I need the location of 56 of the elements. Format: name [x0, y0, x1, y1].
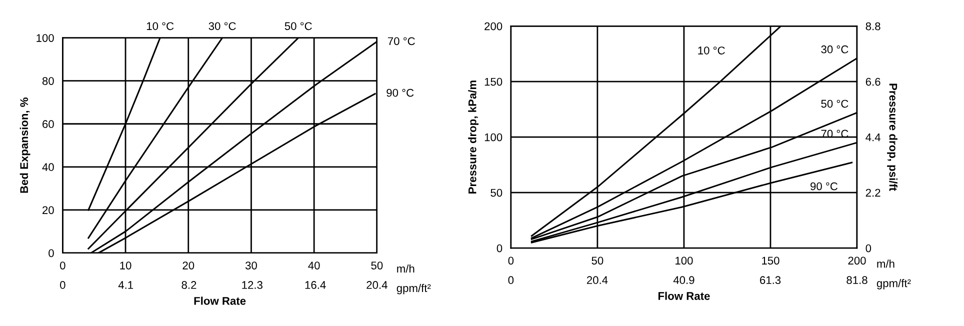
x-axis-title: Flow Rate [194, 296, 246, 305]
y-axis-title: Bed Expansion, % [20, 98, 30, 193]
text: m/h [397, 264, 414, 273]
y2-tick-label: 4.4 [866, 133, 880, 142]
y-tick-label: 0 [48, 249, 54, 258]
y-tick-label: 60 [42, 120, 54, 128]
y-axis-title: Pressure drop, kPa/m [468, 80, 478, 194]
series-label: 90 °C [810, 182, 838, 190]
y2-axis-title: Pressure drop, psi/ft [887, 84, 898, 191]
x2-tick-label: 81.8 [846, 276, 868, 284]
x-tick-label: 100 [676, 256, 693, 265]
x2-tick-label: 8.2 [182, 281, 196, 289]
x-tick-label: 30 [245, 262, 257, 270]
y-tick-label: 100 [36, 34, 54, 42]
x-tick-label: 0 [508, 256, 514, 265]
y-tick-label: 40 [42, 163, 54, 172]
x2-tick-label: 16.4 [305, 281, 326, 289]
y-tick-label: 200 [484, 22, 502, 30]
x2-tick-label: 0 [60, 281, 66, 289]
x2-tick-label: 20.4 [586, 276, 608, 284]
x-tick-label: 200 [848, 256, 866, 265]
y2-tick-label: 2.2 [866, 188, 880, 197]
x-tick-label: 0 [60, 262, 66, 270]
series-label: 30 °C [208, 22, 236, 30]
text: m/h [877, 260, 894, 268]
y-tick-label: 0 [496, 244, 502, 252]
text: gpm/ft² [876, 279, 911, 290]
x2-tick-label: 0 [508, 276, 514, 284]
x-tick-label: 150 [762, 256, 780, 265]
x2-tick-label: 40.9 [673, 276, 694, 284]
x-tick-label: 40 [308, 262, 320, 270]
x2-tick-label: 12.3 [242, 281, 262, 289]
series-label: 90 °C [386, 88, 414, 97]
y-tick-label: 20 [42, 206, 54, 214]
series-label: 10 °C [698, 46, 725, 54]
series-label: 10 °C [146, 22, 174, 30]
x-tick-label: 20 [182, 262, 194, 270]
x2-tick-label: 4.1 [118, 281, 133, 289]
y-tick-label: 100 [484, 133, 502, 142]
text: gpm/ft² [396, 284, 431, 294]
y2-tick-label: 8.8 [866, 22, 880, 30]
x-tick-label: 50 [592, 256, 604, 265]
series-label: 70 °C [388, 37, 415, 46]
series-label: 30 °C [821, 45, 848, 54]
series-label: 50 °C [821, 100, 848, 108]
x-tick-label: 50 [371, 262, 383, 270]
x-axis-title: Flow Rate [658, 292, 710, 300]
x2-tick-label: 61.3 [760, 276, 781, 284]
y2-tick-label: 6.6 [866, 78, 880, 86]
series-label: 50 °C [284, 22, 312, 30]
y2-tick-label: 0 [866, 244, 872, 252]
x-tick-label: 10 [120, 262, 132, 270]
y-tick-label: 80 [42, 77, 54, 85]
y-tick-label: 50 [490, 188, 502, 197]
y-tick-label: 150 [484, 78, 502, 86]
x2-tick-label: 20.4 [366, 281, 388, 289]
